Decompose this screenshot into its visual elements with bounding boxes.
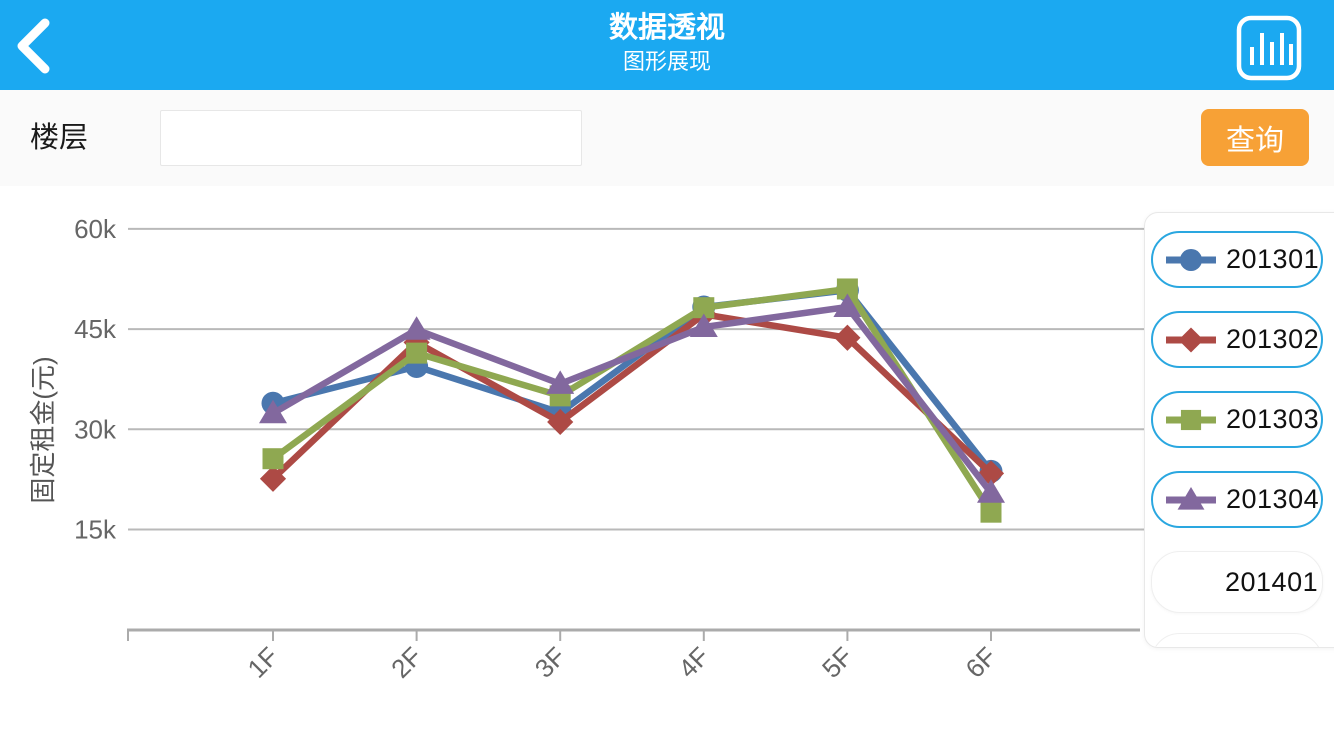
series-marker-201303-1F [262,448,284,470]
legend-item-201303[interactable]: 201303 [1151,391,1323,448]
series-marker-201304-3F [546,370,575,394]
legend-item-201304[interactable]: 201304 [1151,471,1323,528]
x-tick-label: 6F [960,641,1003,684]
y-axis-title: 固定租金(元) [28,356,58,503]
series-marker-201304-5F [833,293,862,318]
x-tick-label: 3F [529,641,572,684]
y-tick-label: 15k [74,515,117,545]
legend-label: 201302 [1226,324,1320,354]
series-marker-201303-5F [836,278,858,300]
chart-view-button[interactable] [1236,15,1302,81]
legend-item-201401[interactable]: 201401 [1151,551,1323,613]
series-no-marker-icon [1164,567,1216,597]
filter-bar: 楼层 查询 [0,90,1334,186]
series-marker-201303-2F [406,342,428,364]
floor-input[interactable] [160,110,582,166]
series-diamond-marker-icon [1166,326,1216,353]
page-subtitle: 图形展现 [622,49,711,74]
series-marker-201303-4F [693,297,715,319]
series-marker-201304-6F [977,479,1005,503]
legend-label: 201301 [1226,244,1320,274]
legend-label: 201303 [1226,404,1320,434]
query-button[interactable]: 查询 [1201,109,1309,166]
series-square-marker-icon [1166,409,1216,430]
bar-chart-icon [1236,15,1302,81]
legend-item-201301[interactable]: 201301 [1151,231,1323,288]
x-tick-label: 5F [816,641,859,684]
series-line-201303 [271,285,994,514]
series-marker-201302-5F [834,324,861,351]
series-line-201302 [270,310,994,482]
header-titles: 数据透视 图形展现 [0,0,1334,74]
x-tick-label: 4F [672,641,715,684]
series-marker-201304-1F [259,399,287,424]
series-marker-201304-2F [402,316,431,340]
series-marker-201304-4F [689,313,718,338]
floor-label: 楼层 [30,122,89,154]
app-header: 数据透视 图形展现 [0,0,1334,90]
x-tick-label: 1F [242,641,285,684]
chevron-left-icon [17,18,50,74]
series-marker-201302-1F [259,465,287,492]
y-tick-label: 30k [74,414,117,444]
x-tick-label: 2F [385,641,428,684]
series-triangle-marker-icon [1166,486,1216,510]
legend-label: 201401 [1225,566,1319,597]
series-marker-201303-6F [980,501,1002,523]
series-marker-201302-3F [547,408,574,436]
y-tick-label: 60k [74,214,117,244]
page-title: 数据透视 [608,12,725,44]
legend-label: 201304 [1226,484,1320,514]
legend-panel: 201301 201302 201303 201304 201401 [1144,212,1334,648]
series-line-201304 [271,303,994,495]
y-tick-label: 45k [74,314,117,344]
series-circle-marker-icon [1166,248,1216,271]
back-button[interactable] [12,16,56,76]
legend-item-partial[interactable] [1151,633,1323,647]
legend-item-201302[interactable]: 201302 [1151,311,1323,368]
